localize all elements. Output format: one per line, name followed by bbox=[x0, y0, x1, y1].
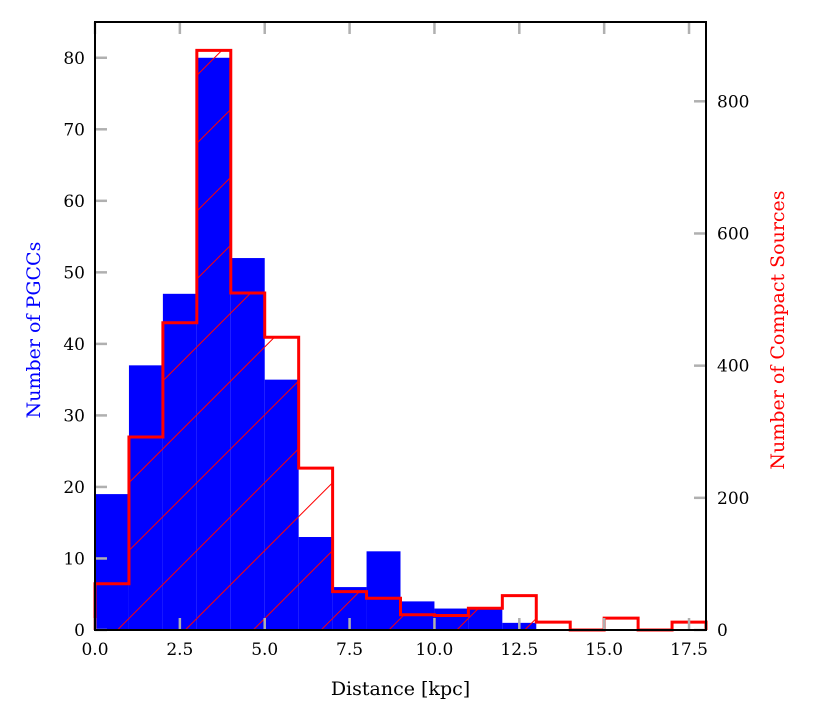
y-right-tick-labels: 0 200 400 600 800 bbox=[717, 92, 749, 641]
y-left-tick-label: 80 bbox=[63, 49, 85, 69]
compact-sources-bar bbox=[162, 322, 197, 630]
compact-sources-bar bbox=[230, 292, 265, 630]
compact-sources-hatch-layer bbox=[95, 50, 706, 630]
y-left-tick-label: 60 bbox=[63, 192, 85, 212]
y-left-axis-title: Number of PGCCs bbox=[23, 242, 45, 419]
y-left-tick-label: 40 bbox=[63, 335, 85, 355]
x-axis-title: Distance [kpc] bbox=[331, 678, 470, 700]
compact-sources-bar bbox=[604, 618, 639, 630]
compact-sources-bar bbox=[536, 622, 571, 630]
x-tick-label: 2.5 bbox=[166, 640, 193, 660]
plot-frame bbox=[94, 21, 707, 631]
x-tick-label: 0.0 bbox=[81, 640, 108, 660]
y-right-tick-label: 600 bbox=[717, 224, 749, 244]
compact-sources-bar bbox=[196, 50, 231, 630]
y-left-tick-labels: 0 10 20 30 40 50 60 70 80 bbox=[63, 49, 85, 641]
x-tick-label: 12.5 bbox=[500, 640, 538, 660]
x-tick-label: 17.5 bbox=[670, 640, 708, 660]
compact-sources-bar bbox=[95, 583, 129, 630]
y-right-tick-label: 400 bbox=[717, 357, 749, 377]
y-left-tick-label: 10 bbox=[63, 549, 85, 569]
compact-sources-bar bbox=[468, 608, 503, 630]
compact-sources-bar bbox=[264, 337, 299, 630]
x-tick-labels: 0.0 2.5 5.0 7.5 10.0 12.5 15.0 17.5 bbox=[81, 640, 707, 660]
x-tick-label: 5.0 bbox=[251, 640, 278, 660]
compact-sources-bar bbox=[128, 437, 163, 630]
y-right-tick-label: 800 bbox=[717, 92, 749, 112]
y-left-tick-label: 70 bbox=[63, 120, 85, 140]
y-right-tick-label: 200 bbox=[717, 489, 749, 509]
y-left-tick-label: 30 bbox=[63, 406, 85, 426]
compact-sources-bar bbox=[366, 598, 401, 630]
compact-sources-bar bbox=[400, 614, 435, 630]
compact-sources-bar bbox=[298, 468, 333, 630]
y-right-axis-title: Number of Compact Sources bbox=[767, 190, 789, 469]
y-left-tick-label: 50 bbox=[63, 263, 85, 283]
y-left-tick-label: 20 bbox=[63, 478, 85, 498]
y-left-tick-label: 0 bbox=[74, 621, 85, 641]
x-tick-label: 10.0 bbox=[416, 640, 454, 660]
y-right-tick-label: 0 bbox=[717, 621, 728, 641]
x-tick-label: 7.5 bbox=[336, 640, 363, 660]
compact-sources-bar bbox=[434, 615, 469, 630]
tick-marks bbox=[93, 22, 706, 632]
x-tick-label: 15.0 bbox=[585, 640, 623, 660]
